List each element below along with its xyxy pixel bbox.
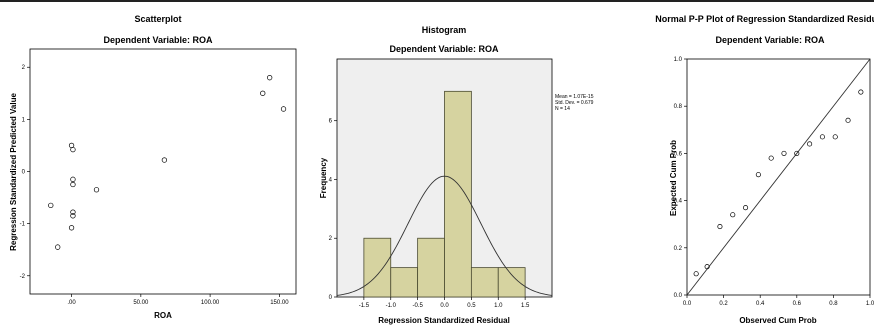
pp-y-tick-label: 0.2 [674, 246, 683, 252]
pp-y-tick-label: 0.6 [674, 151, 683, 157]
histogram-y-tick-label: 0 [329, 295, 333, 301]
histogram-chart: Histogram Dependent Variable: ROA -1.5 -1… [319, 25, 594, 325]
stat-std-dev: Std. Dev. = 0.679 [555, 100, 594, 106]
stat-n: N = 14 [555, 106, 570, 112]
scatter-y-tick-label: 1 [22, 117, 26, 123]
scatter-x-tick-label: 50.00 [133, 300, 149, 306]
pp-x-tick-label: 0.2 [719, 301, 728, 307]
pp-point [730, 212, 736, 218]
pp-x-tick-label: 0.0 [683, 301, 692, 307]
histogram-x-tick-label: -1.5 [359, 303, 370, 309]
pp-title: Normal P-P Plot of Regression Standardiz… [655, 14, 874, 24]
pp-points [693, 89, 864, 277]
scatter-point [55, 244, 61, 250]
scatter-point [161, 157, 168, 163]
histogram-x-tick-label: 0.0 [440, 303, 449, 309]
pp-y-label: Expected Cum Prob [669, 140, 678, 216]
histogram-bars [363, 90, 526, 298]
scatter-points [48, 75, 287, 250]
pp-point [755, 172, 761, 178]
histogram-bar [417, 237, 445, 298]
histogram-x-tick-label: 0.5 [467, 303, 476, 309]
pp-x-axis: 0.0 0.2 0.4 0.6 0.8 1.0 [683, 295, 874, 307]
pp-x-tick-label: 0.6 [793, 301, 802, 307]
scatterplot-chart: Scatterplot Dependent Variable: ROA .00 5… [9, 14, 297, 320]
histogram-y-tick-label: 6 [329, 119, 333, 125]
histogram-bar [390, 267, 419, 298]
histogram-title: Histogram [422, 25, 467, 35]
pp-point [768, 155, 774, 161]
scatter-point [93, 187, 100, 193]
scatter-x-axis: .00 50.00 100.00 150.00 [67, 294, 289, 306]
scatter-point [70, 146, 76, 153]
scatter-y-tick-label: 0 [22, 170, 26, 176]
stat-mean: Mean = 1.07E-15 [555, 94, 594, 100]
pp-point [845, 117, 851, 123]
pp-point [819, 134, 825, 140]
top-border [0, 0, 874, 2]
pp-point [781, 150, 787, 156]
scatter-x-tick-label: .00 [67, 300, 76, 306]
scatter-point [70, 209, 76, 215]
histogram-bar [497, 267, 526, 298]
histogram-x-axis: -1.5 -1.0 -0.5 0.0 0.5 1.0 1.5 [359, 297, 530, 309]
scatter-y-label: Regression Standardized Predicted Value [9, 93, 18, 251]
histogram-y-axis: 0 2 4 6 [329, 119, 337, 301]
pp-point [807, 141, 813, 147]
pp-point [858, 89, 864, 95]
scatter-x-label: ROA [154, 311, 172, 320]
pp-point [832, 134, 838, 140]
pp-point [794, 150, 800, 156]
histogram-x-tick-label: 1.0 [494, 303, 503, 309]
pp-subtitle: Dependent Variable: ROA [715, 35, 825, 45]
scatter-x-tick-label: 150.00 [270, 300, 289, 306]
scatter-point [260, 90, 266, 96]
pp-y-tick-label: 0.0 [674, 293, 683, 299]
histogram-x-tick-label: -1.0 [386, 303, 397, 309]
pp-point [704, 264, 710, 270]
normal-curve [336, 175, 553, 296]
scatter-plot-frame [29, 48, 297, 295]
scatter-point [48, 202, 54, 209]
scatter-x-tick-label: 100.00 [201, 300, 220, 306]
pp-y-tick-label: 0.8 [674, 104, 683, 110]
pp-y-tick-label: 1.0 [674, 57, 683, 63]
pp-y-tick-label: 0.4 [674, 199, 683, 205]
pp-x-tick-label: 1.0 [866, 301, 874, 307]
histogram-bar [363, 237, 392, 298]
histogram-x-tick-label: -0.5 [412, 303, 423, 309]
scatter-y-tick-label: -2 [20, 274, 26, 280]
pp-y-axis: 0.0 0.2 0.4 0.6 0.8 1.0 [674, 57, 687, 299]
histogram-bar [470, 267, 499, 298]
pp-plot-chart: Normal P-P Plot of Regression Standardiz… [655, 14, 874, 325]
scatter-point [68, 225, 75, 231]
histogram-stats: Mean = 1.07E-15 Std. Dev. = 0.679 N = 14 [555, 94, 594, 112]
histogram-y-label: Frequency [319, 157, 328, 198]
pp-point [717, 224, 723, 230]
pp-point [693, 271, 699, 277]
pp-x-label: Observed Cum Prob [739, 316, 816, 325]
scatter-point [280, 106, 287, 112]
scatter-point [70, 181, 76, 188]
pp-plot-frame [686, 58, 871, 296]
histogram-bar [444, 90, 472, 298]
scatter-title: Scatterplot [134, 14, 181, 24]
scatter-subtitle: Dependent Variable: ROA [103, 35, 213, 45]
scatter-point [70, 176, 76, 182]
scatter-y-tick-label: -1 [20, 222, 26, 228]
pp-point [743, 205, 749, 211]
scatter-point [70, 213, 76, 219]
scatter-y-axis: -2 -1 0 1 2 [20, 65, 30, 280]
histogram-x-tick-label: 1.5 [521, 303, 530, 309]
scatter-y-tick-label: 2 [22, 65, 26, 71]
pp-x-tick-label: 0.8 [829, 301, 838, 307]
histogram-subtitle: Dependent Variable: ROA [389, 44, 499, 54]
pp-x-tick-label: 0.4 [756, 301, 765, 307]
histogram-y-tick-label: 4 [329, 177, 333, 183]
pp-reference-line [686, 58, 871, 296]
scatter-point [267, 75, 273, 81]
histogram-x-label: Regression Standardized Residual [378, 316, 510, 325]
histogram-y-tick-label: 2 [329, 236, 333, 242]
